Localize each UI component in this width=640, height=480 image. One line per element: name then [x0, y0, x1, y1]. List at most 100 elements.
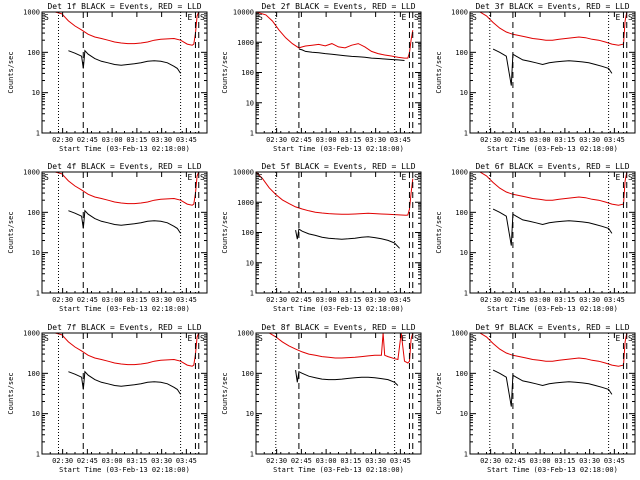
x-tick-label: 03:45 — [176, 136, 197, 144]
x-tick-label: 02:30 — [480, 296, 501, 304]
x-tick-label: 03:45 — [604, 457, 625, 465]
events-series-line — [68, 49, 182, 74]
plot-frame — [41, 171, 208, 294]
plot-frame — [469, 11, 636, 134]
x-tick-label: 03:45 — [604, 136, 625, 144]
x-tick-label: 02:45 — [77, 296, 98, 304]
x-tick-label: 02:45 — [291, 457, 312, 465]
lld-series-line — [470, 333, 628, 367]
x-tick-label: 03:45 — [176, 296, 197, 304]
y-tick-label: 1 — [250, 130, 254, 138]
panel-title: Det 8f BLACK = Events, RED = LLD — [261, 323, 415, 332]
event-flag-label: S — [472, 334, 477, 343]
event-flag-label: E — [401, 334, 406, 343]
x-tick-label: 02:45 — [505, 296, 526, 304]
x-tick-label: 03:45 — [604, 296, 625, 304]
event-flag-label: S — [44, 173, 49, 182]
y-axis-label: Counts/sec — [7, 51, 15, 93]
event-flag-label: S — [258, 173, 263, 182]
panel-title: Det 4f BLACK = Events, RED = LLD — [47, 162, 201, 171]
lld-series-line — [42, 12, 200, 46]
y-tick-label: 100 — [455, 49, 468, 57]
event-flag-label: S — [258, 13, 263, 22]
panel-title: Det 5f BLACK = Events, RED = LLD — [261, 162, 415, 171]
x-tick-label: 03:30 — [365, 296, 386, 304]
x-tick-label: 03:00 — [316, 296, 337, 304]
event-flag-label: S — [44, 334, 49, 343]
panel-title: Det 2f BLACK = Events, RED = LLD — [261, 2, 415, 11]
y-tick-label: 100 — [27, 370, 40, 378]
plot-frame — [41, 11, 208, 134]
events-series-line — [298, 48, 405, 61]
y-tick-label: 100 — [455, 370, 468, 378]
lld-series-line — [256, 333, 414, 364]
y-tick-label: 10 — [32, 249, 40, 257]
lld-series-line — [42, 172, 200, 206]
y-tick-label: 100 — [27, 49, 40, 57]
y-tick-label: 1000 — [451, 169, 468, 177]
events-series-line — [295, 228, 400, 249]
x-axis-label: Start Time (03-Feb-13 02:18:00) — [487, 305, 618, 313]
x-tick-label: 02:30 — [266, 136, 287, 144]
x-tick-label: 03:45 — [390, 457, 411, 465]
x-tick-label: 02:30 — [52, 136, 73, 144]
x-tick-label: 03:15 — [340, 457, 361, 465]
x-tick-label: 02:30 — [266, 457, 287, 465]
event-flag-label: S — [628, 334, 633, 343]
y-tick-label: 1 — [464, 451, 468, 459]
plot-frame — [469, 332, 636, 455]
plot-frame — [41, 332, 208, 455]
y-tick-label: 10000 — [233, 9, 254, 17]
y-tick-label: 100 — [241, 69, 254, 77]
x-tick-label: 03:15 — [340, 296, 361, 304]
y-tick-label: 1000 — [451, 330, 468, 338]
lld-series-line — [470, 12, 628, 46]
y-axis-label: Counts/sec — [435, 211, 443, 253]
x-tick-label: 03:15 — [126, 296, 147, 304]
y-tick-label: 10 — [246, 99, 254, 107]
event-flag-label: S — [44, 13, 49, 22]
events-series-line — [492, 369, 613, 407]
x-tick-label: 03:15 — [340, 136, 361, 144]
x-tick-label: 02:45 — [77, 457, 98, 465]
x-tick-label: 03:00 — [530, 136, 551, 144]
events-series-line — [68, 370, 182, 395]
panel-title: Det 3f BLACK = Events, RED = LLD — [475, 2, 629, 11]
event-flag-label: S — [414, 173, 419, 182]
lld-series-line — [470, 172, 628, 206]
y-tick-label: 1 — [464, 130, 468, 138]
x-tick-label: 02:45 — [505, 457, 526, 465]
x-axis-label: Start Time (03-Feb-13 02:18:00) — [273, 305, 404, 313]
plot-frame — [255, 171, 422, 294]
y-axis-label: Counts/sec — [221, 372, 229, 414]
y-tick-label: 10 — [246, 410, 254, 418]
event-flag-label: S — [200, 173, 205, 182]
x-tick-label: 03:15 — [554, 296, 575, 304]
x-tick-label: 03:00 — [530, 296, 551, 304]
event-flag-label: S — [472, 173, 477, 182]
events-series-line — [295, 370, 399, 386]
panel-title: Det 6f BLACK = Events, RED = LLD — [475, 162, 629, 171]
x-tick-label: 03:00 — [102, 296, 123, 304]
events-series-line — [68, 209, 182, 234]
y-tick-label: 10 — [460, 410, 468, 418]
x-axis-label: Start Time (03-Feb-13 02:18:00) — [59, 466, 190, 474]
x-tick-label: 03:45 — [390, 296, 411, 304]
event-flag-label: S — [628, 173, 633, 182]
x-tick-label: 03:15 — [126, 136, 147, 144]
y-axis-label: Counts/sec — [221, 211, 229, 253]
x-tick-label: 02:30 — [52, 296, 73, 304]
y-tick-label: 100 — [241, 229, 254, 237]
y-tick-label: 1000 — [23, 330, 40, 338]
y-axis-label: Counts/sec — [7, 211, 15, 253]
event-flag-label: S — [200, 13, 205, 22]
y-tick-label: 1 — [250, 451, 254, 459]
